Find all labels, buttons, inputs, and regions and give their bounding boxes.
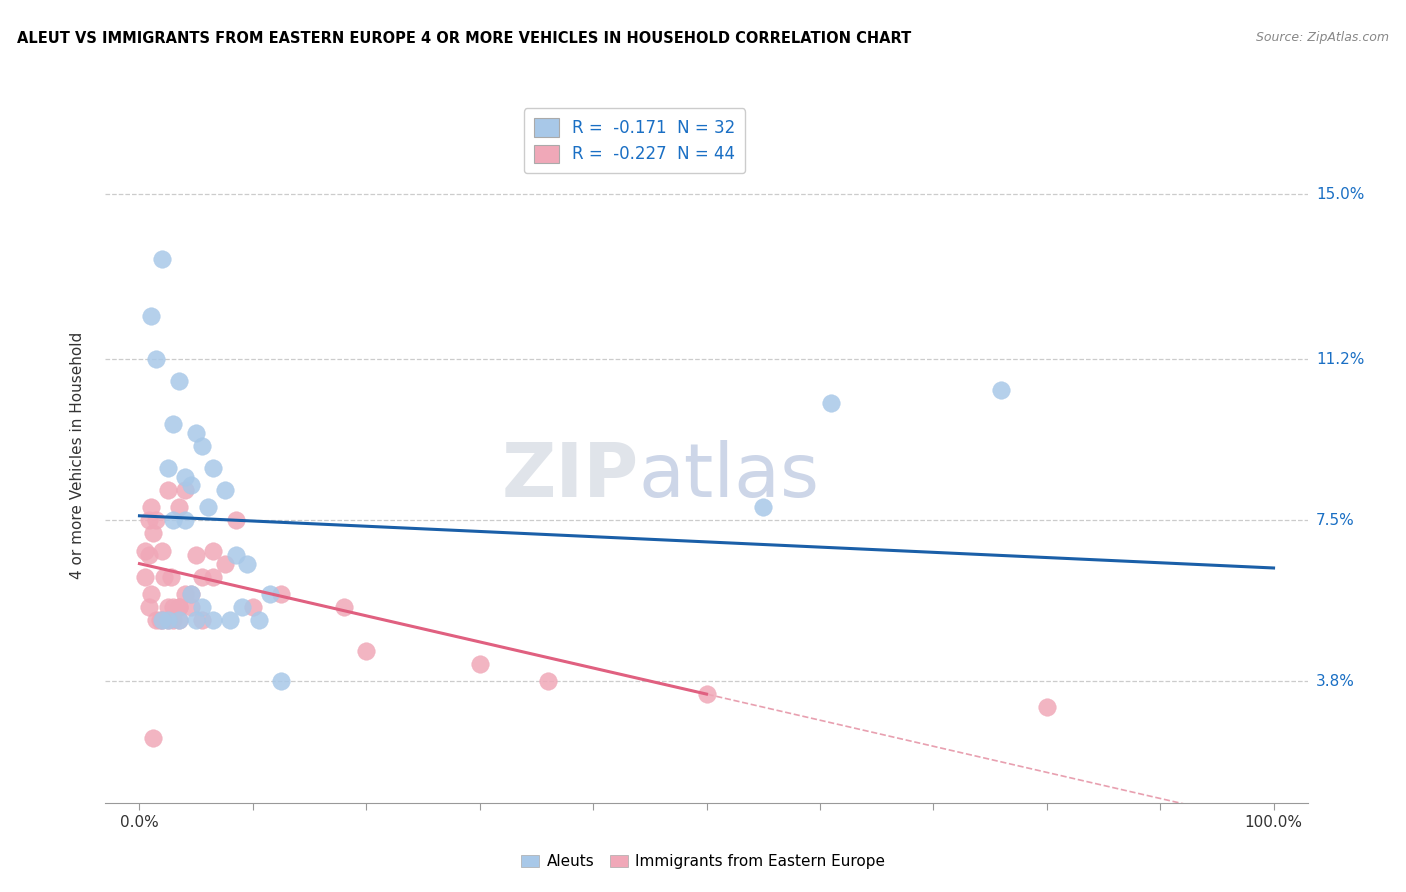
- Y-axis label: 4 or more Vehicles in Household: 4 or more Vehicles in Household: [70, 331, 84, 579]
- Point: [179, 587, 201, 601]
- Text: 15.0%: 15.0%: [1316, 186, 1364, 202]
- Point: [202, 461, 225, 475]
- Point: [167, 374, 190, 388]
- Point: [820, 396, 842, 410]
- Point: [186, 613, 208, 627]
- Point: [149, 613, 172, 627]
- Point: [156, 613, 179, 627]
- Point: [145, 513, 167, 527]
- Point: [162, 417, 184, 432]
- Point: [990, 383, 1012, 397]
- Point: [150, 613, 173, 627]
- Point: [179, 600, 201, 615]
- Text: atlas: atlas: [638, 440, 820, 513]
- Point: [179, 478, 201, 492]
- Point: [156, 613, 179, 627]
- Point: [156, 461, 179, 475]
- Point: [202, 570, 225, 584]
- Point: [468, 657, 491, 671]
- Text: 7.5%: 7.5%: [1316, 513, 1354, 528]
- Point: [231, 600, 253, 615]
- Point: [160, 570, 183, 584]
- Point: [186, 548, 208, 562]
- Point: [173, 513, 195, 527]
- Point: [173, 469, 195, 483]
- Point: [247, 613, 270, 627]
- Point: [162, 613, 184, 627]
- Point: [145, 352, 167, 367]
- Point: [214, 483, 236, 497]
- Point: [191, 570, 214, 584]
- Point: [225, 513, 247, 527]
- Point: [156, 483, 179, 497]
- Point: [259, 587, 281, 601]
- Point: [242, 600, 264, 615]
- Legend: Aleuts, Immigrants from Eastern Europe: Aleuts, Immigrants from Eastern Europe: [515, 848, 891, 875]
- Point: [167, 500, 190, 514]
- Point: [173, 587, 195, 601]
- Point: [1035, 700, 1057, 714]
- Point: [156, 600, 179, 615]
- Point: [150, 543, 173, 558]
- Point: [167, 613, 190, 627]
- Point: [191, 600, 214, 615]
- Text: ZIP: ZIP: [501, 440, 638, 513]
- Point: [138, 600, 160, 615]
- Point: [191, 613, 214, 627]
- Point: [214, 557, 236, 571]
- Point: [202, 543, 225, 558]
- Text: 11.2%: 11.2%: [1316, 351, 1364, 367]
- Point: [150, 613, 173, 627]
- Legend: R =  -0.171  N = 32, R =  -0.227  N = 44: R = -0.171 N = 32, R = -0.227 N = 44: [523, 109, 745, 173]
- Point: [197, 500, 219, 514]
- Point: [695, 687, 717, 701]
- Point: [225, 548, 247, 562]
- Point: [138, 513, 160, 527]
- Point: [162, 513, 184, 527]
- Point: [167, 600, 190, 615]
- Text: 3.8%: 3.8%: [1316, 673, 1355, 689]
- Point: [191, 439, 214, 453]
- Point: [270, 674, 292, 689]
- Point: [332, 600, 354, 615]
- Point: [145, 613, 167, 627]
- Point: [752, 500, 775, 514]
- Point: [162, 600, 184, 615]
- Point: [134, 570, 156, 584]
- Point: [153, 570, 176, 584]
- Point: [167, 600, 190, 615]
- Point: [179, 587, 201, 601]
- Point: [139, 500, 162, 514]
- Point: [139, 587, 162, 601]
- Point: [537, 674, 560, 689]
- Point: [202, 613, 225, 627]
- Point: [219, 613, 242, 627]
- Text: Source: ZipAtlas.com: Source: ZipAtlas.com: [1256, 31, 1389, 45]
- Point: [167, 613, 190, 627]
- Point: [150, 252, 173, 267]
- Point: [186, 426, 208, 441]
- Point: [142, 731, 165, 745]
- Point: [270, 587, 292, 601]
- Point: [236, 557, 259, 571]
- Point: [173, 483, 195, 497]
- Point: [138, 548, 160, 562]
- Text: ALEUT VS IMMIGRANTS FROM EASTERN EUROPE 4 OR MORE VEHICLES IN HOUSEHOLD CORRELAT: ALEUT VS IMMIGRANTS FROM EASTERN EUROPE …: [17, 31, 911, 46]
- Point: [356, 643, 378, 657]
- Point: [134, 543, 156, 558]
- Point: [139, 309, 162, 323]
- Point: [142, 526, 165, 541]
